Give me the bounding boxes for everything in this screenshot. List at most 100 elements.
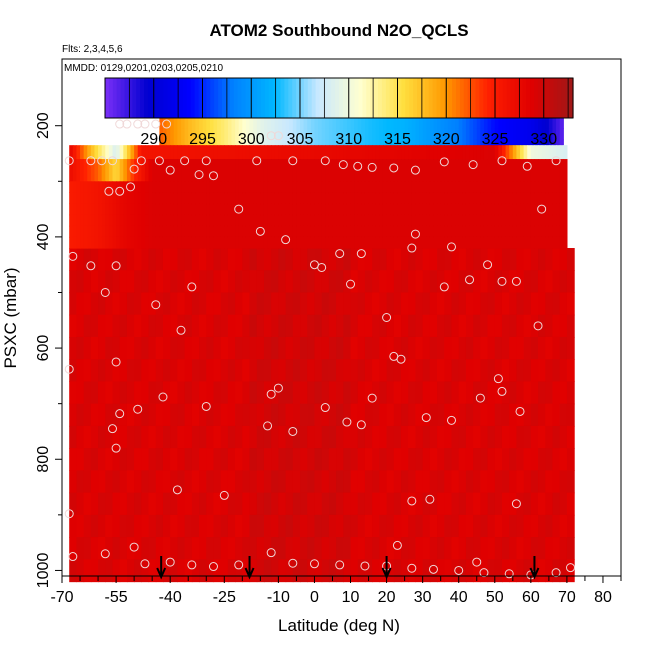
field-cell [559,117,564,130]
sample-point [266,131,276,141]
sample-point [111,261,121,271]
field-cell [328,159,334,182]
field-cell [213,537,222,560]
field-cell [552,214,557,227]
field-cell [346,128,352,141]
field-cell [166,117,171,130]
field-cell [69,236,74,249]
field-cell [386,492,395,516]
field-cell [527,203,532,216]
field-cell [310,236,316,249]
field-cell [227,192,233,205]
field-cell [206,248,215,271]
field-cell [76,225,81,238]
field-cell [148,359,157,383]
sample-point [129,164,139,174]
field-cell [541,181,546,194]
field-cell [451,248,460,271]
field-cell [494,470,503,494]
field-cell [289,159,294,182]
field-cell [260,139,265,146]
field-cell [141,225,146,238]
field-cell [357,559,366,583]
field-cell [253,192,258,205]
sample-point [493,374,503,384]
field-cell [321,425,330,449]
field-cell [181,117,186,130]
colorbar-swatch [436,78,441,118]
field-cell [162,336,171,360]
colorbar-swatch [229,78,235,118]
field-cell [314,425,323,449]
field-cell [372,214,377,227]
colorbar-swatch [296,78,301,118]
colorbar-swatch [237,78,243,118]
field-cell [307,336,316,360]
field-cell [278,145,283,160]
field-cell [202,139,207,146]
field-cell [505,117,510,130]
field-cell [170,181,175,194]
sample-point [187,560,197,570]
field-cell [336,145,341,160]
field-cell [303,203,308,216]
field-cell [292,214,298,227]
field-cell [90,559,99,583]
field-cell [429,537,438,560]
field-cell [87,225,92,238]
field-cell [181,145,186,160]
field-cell [184,336,193,360]
field-cell [83,236,88,249]
field-cell [119,159,124,182]
field-cell [429,492,438,516]
field-cell [101,159,106,182]
field-cell [422,514,431,538]
field-cell [509,425,518,449]
field-cell [480,248,489,271]
field-cell [520,236,525,249]
field-cell [271,214,276,227]
field-cell [80,192,85,205]
sample-point [335,249,345,259]
field-cell [523,117,528,130]
field-cell [480,214,485,227]
colorbar-swatch [522,78,527,118]
field-cell [314,117,319,130]
colorbar-tick-label: 295 [189,131,216,148]
sample-point [273,131,283,141]
field-cell [148,270,157,294]
field-cell [307,159,312,182]
field-cell [325,236,330,249]
colorbar-swatch [233,78,239,118]
field-cell [483,128,489,141]
field-cell [90,203,96,216]
field-cell [227,292,236,316]
field-cell [296,128,301,141]
field-cell [155,381,164,405]
field-cell [375,236,380,249]
field-cell [245,192,251,205]
field-cell [289,181,294,194]
field-cell [429,236,435,249]
field-cell [98,181,103,194]
sample-point [288,426,298,436]
colorbar-swatch [557,78,562,118]
field-cell [224,192,229,205]
field-cell [361,117,366,130]
field-cell [462,145,467,160]
field-cell [134,203,139,216]
field-cell [235,117,240,130]
field-cell [538,559,546,583]
x-tick-label: 80 [594,589,612,606]
field-cell [155,448,164,471]
field-cell [364,403,373,427]
colorbar-swatch [362,78,367,118]
field-cell [372,336,380,360]
field-cell [350,203,355,216]
field-cell [112,492,121,516]
field-cell [566,492,575,516]
field-cell [336,514,344,538]
field-cell [90,425,99,449]
field-cell [458,425,467,449]
field-cell [292,159,298,182]
